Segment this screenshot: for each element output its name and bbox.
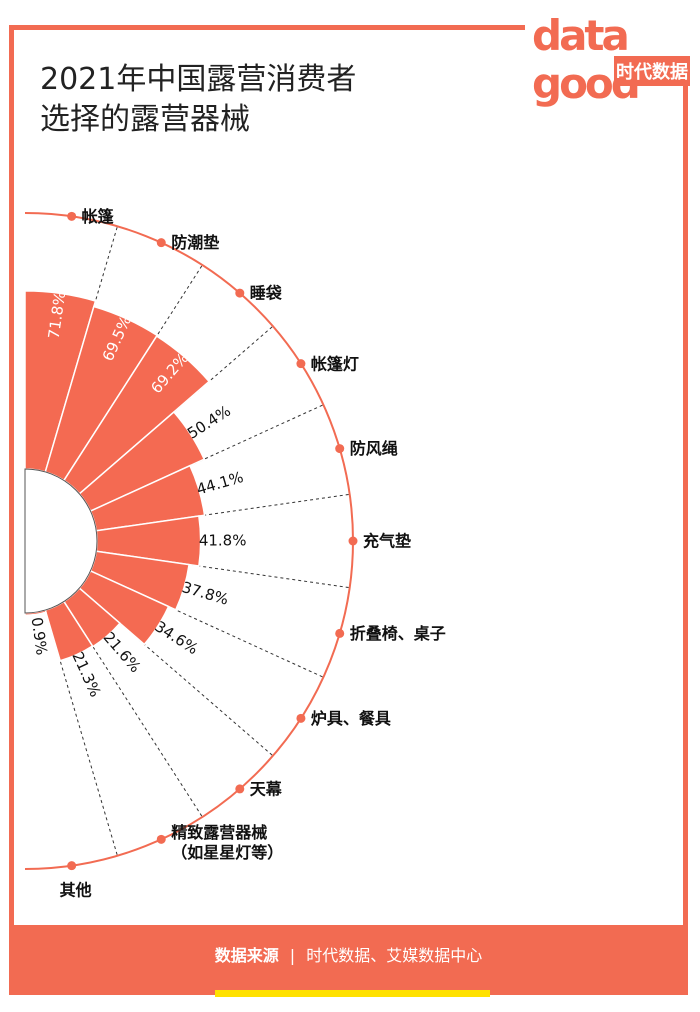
category-label-line: 天幕 — [250, 779, 283, 798]
category-label-line: 帐篷 — [82, 207, 115, 226]
chart-title: 2021年中国露营消费者 选择的露营器械 — [40, 60, 356, 140]
inner-hole — [24, 468, 98, 614]
value-label-10: 0.9% — [28, 616, 51, 656]
footer-sources: 时代数据、艾媒数据中心 — [306, 946, 483, 965]
marker-dot-10 — [67, 861, 77, 871]
marker-dot-5 — [348, 536, 358, 546]
footer-text: 数据来源 | 时代数据、艾媒数据中心 — [9, 925, 688, 987]
logo-brand-box — [614, 56, 690, 86]
category-label-3: 帐篷灯 — [311, 354, 359, 373]
category-label-5: 充气垫 — [363, 532, 411, 551]
value-label-9: 21.3% — [68, 649, 104, 700]
value-label-6: 37.8% — [180, 578, 231, 609]
value-label-5: 41.8% — [199, 532, 247, 550]
footer-highlight-bar — [215, 990, 490, 997]
logo-word-top: data — [532, 11, 627, 60]
frame-left — [9, 25, 14, 933]
category-label-line: 折叠椅、桌子 — [350, 624, 446, 643]
value-label-4: 44.1% — [195, 468, 246, 499]
marker-dot-0 — [67, 211, 77, 221]
marker-dot-6 — [335, 628, 345, 638]
category-label-line: 其他 — [60, 880, 92, 899]
category-label-6: 折叠椅、桌子 — [350, 624, 446, 643]
category-label-line: 精致露营器械 — [171, 823, 267, 842]
title-line-1: 2021年中国露营消费者 — [40, 62, 357, 97]
category-label-line: （如星星灯等） — [171, 843, 283, 862]
title-line-2: 选择的露营器械 — [40, 102, 250, 137]
category-label-10: 其他 — [60, 880, 92, 899]
category-label-8: 天幕 — [250, 779, 283, 798]
category-label-2: 睡袋 — [250, 284, 283, 303]
category-label-line: 帐篷灯 — [311, 354, 359, 373]
marker-dot-4 — [335, 444, 345, 454]
category-label-line: 睡袋 — [250, 284, 283, 303]
value-label-3: 50.4% — [184, 402, 234, 443]
footer: 数据来源 | 时代数据、艾媒数据中心 — [9, 925, 688, 995]
marker-dot-7 — [296, 713, 306, 723]
marker-dot-2 — [235, 288, 245, 298]
radial-bar-chart: 71.8%帐篷69.5%防潮垫69.2%睡袋50.4%帐篷灯44.1%防风绳41… — [24, 207, 446, 899]
marker-dot-3 — [296, 359, 306, 369]
category-label-line: 防风绳 — [350, 439, 398, 458]
value-label-7: 34.6% — [152, 617, 202, 658]
datagood-logo: data good 时代数据 — [532, 11, 690, 108]
category-label-4: 防风绳 — [350, 439, 398, 458]
marker-dot-1 — [156, 238, 166, 248]
marker-dot-8 — [235, 784, 245, 794]
category-label-line: 炉具、餐具 — [311, 709, 391, 728]
category-label-9: 精致露营器械（如星星灯等） — [171, 823, 283, 862]
frame-top — [9, 25, 525, 30]
logo-brand: 时代数据 — [616, 61, 688, 83]
category-label-line: 充气垫 — [363, 532, 411, 551]
footer-separator: | — [289, 946, 296, 965]
footer-label: 数据来源 — [214, 946, 279, 965]
category-label-1: 防潮垫 — [171, 233, 219, 252]
frame-right — [683, 80, 688, 933]
marker-dot-9 — [156, 834, 166, 844]
category-label-line: 防潮垫 — [171, 233, 219, 252]
category-label-7: 炉具、餐具 — [311, 709, 391, 728]
category-label-0: 帐篷 — [82, 207, 115, 226]
